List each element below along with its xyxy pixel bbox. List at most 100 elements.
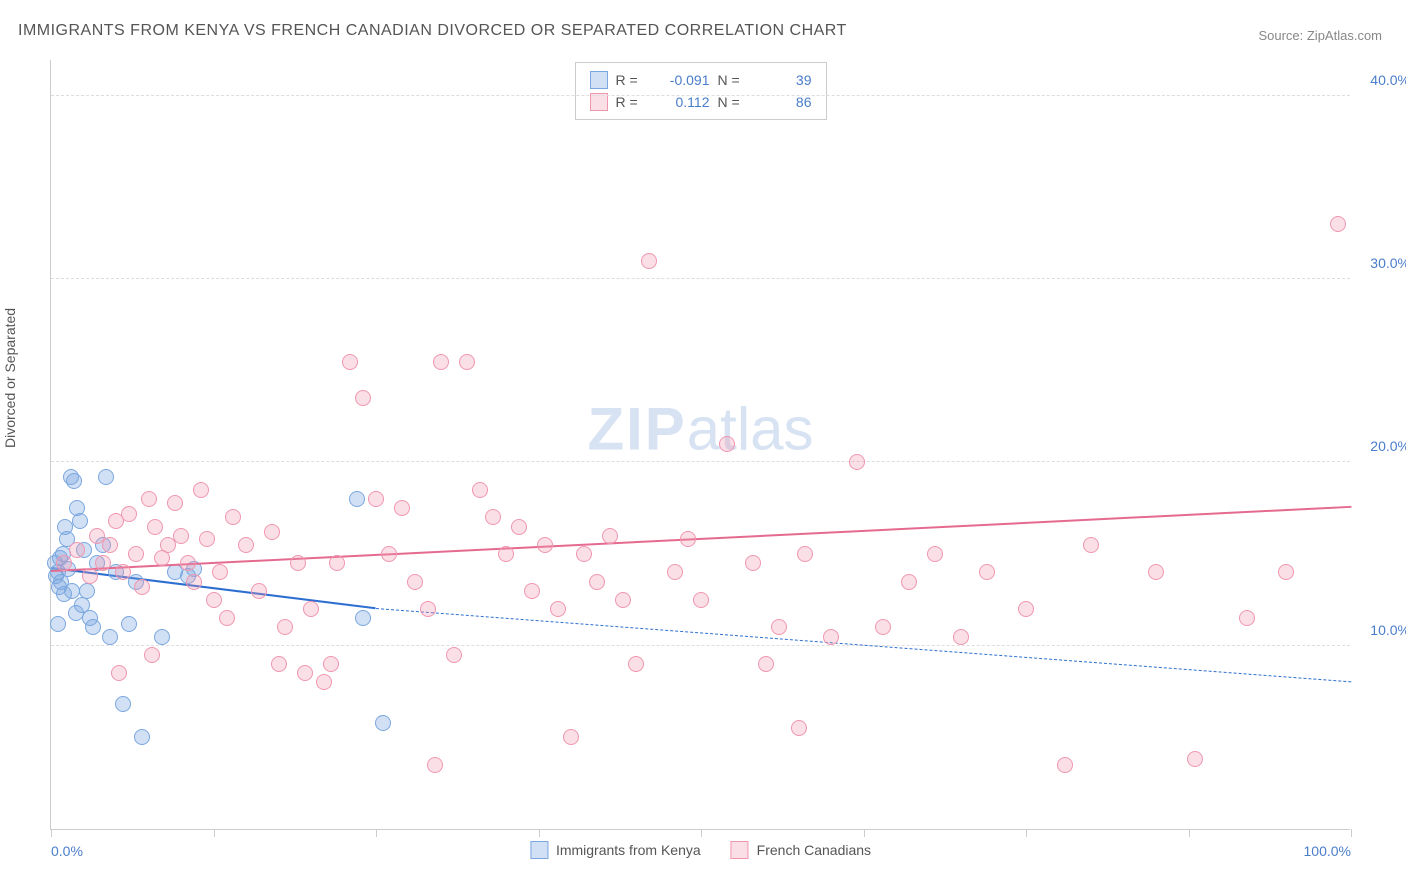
data-point [98,469,114,485]
watermark-bold: ZIP [587,396,686,463]
data-point [550,601,566,617]
x-tick [51,829,52,837]
data-point [323,656,339,672]
data-point [121,616,137,632]
data-point [68,605,84,621]
data-point [953,629,969,645]
data-point [615,592,631,608]
gridline [51,278,1350,279]
data-point [1330,216,1346,232]
data-point [56,555,72,571]
data-point [355,390,371,406]
y-axis-label: Divorced or Separated [2,308,18,448]
x-tick [1026,829,1027,837]
data-point [290,555,306,571]
legend-n-value-1: 39 [754,69,812,91]
gridline [51,95,1350,96]
data-point [167,495,183,511]
data-point [459,354,475,370]
legend-stats-box: R = -0.091 N = 39 R = 0.112 N = 86 [575,62,827,120]
data-point [219,610,235,626]
legend-swatch-series-1 [590,71,608,89]
data-point [173,528,189,544]
data-point [212,564,228,580]
data-point [66,473,82,489]
data-point [927,546,943,562]
y-tick-label: 30.0% [1370,255,1406,271]
x-tick [214,829,215,837]
legend-bottom-item-1: Immigrants from Kenya [530,841,701,859]
data-point [1018,601,1034,617]
data-point [121,506,137,522]
data-point [111,665,127,681]
data-point [264,524,280,540]
data-point [667,564,683,580]
data-point [875,619,891,635]
watermark-light: atlas [687,396,814,463]
data-point [368,491,384,507]
data-point [758,656,774,672]
data-point [180,555,196,571]
data-point [316,674,332,690]
data-point [1187,751,1203,767]
data-point [154,629,170,645]
data-point [524,583,540,599]
data-point [641,253,657,269]
legend-bottom-item-2: French Canadians [731,841,871,859]
legend-series-1-label: Immigrants from Kenya [556,842,701,858]
data-point [186,574,202,590]
data-point [193,482,209,498]
x-tick-label: 0.0% [51,843,83,859]
x-tick [1351,829,1352,837]
data-point [498,546,514,562]
data-point [225,509,241,525]
legend-swatch-icon [731,841,749,859]
data-point [1057,757,1073,773]
x-tick [701,829,702,837]
data-point [69,542,85,558]
data-point [134,579,150,595]
data-point [102,629,118,645]
data-point [271,656,287,672]
data-point [394,500,410,516]
legend-swatch-icon [530,841,548,859]
y-tick-label: 40.0% [1370,72,1406,88]
data-point [823,629,839,645]
data-point [485,509,501,525]
gridline [51,461,1350,462]
data-point [791,720,807,736]
data-point [771,619,787,635]
legend-series-2-label: French Canadians [757,842,871,858]
legend-bottom: Immigrants from Kenya French Canadians [530,841,871,859]
data-point [355,610,371,626]
data-point [446,647,462,663]
data-point [303,601,319,617]
data-point [102,537,118,553]
data-point [349,491,365,507]
data-point [797,546,813,562]
data-point [277,619,293,635]
legend-r-value-1: -0.091 [652,69,710,91]
data-point [1148,564,1164,580]
data-point [511,519,527,535]
data-point [82,568,98,584]
source-label: Source: ZipAtlas.com [1258,28,1382,43]
data-point [849,454,865,470]
data-point [342,354,358,370]
data-point [576,546,592,562]
data-point [680,531,696,547]
x-tick-label: 100.0% [1304,843,1351,859]
data-point [115,564,131,580]
data-point [901,574,917,590]
data-point [79,583,95,599]
x-tick [1189,829,1190,837]
data-point [693,592,709,608]
data-point [134,729,150,745]
data-point [144,647,160,663]
x-tick [376,829,377,837]
data-point [72,513,88,529]
data-point [420,601,436,617]
data-point [1239,610,1255,626]
data-point [141,491,157,507]
data-point [206,592,222,608]
